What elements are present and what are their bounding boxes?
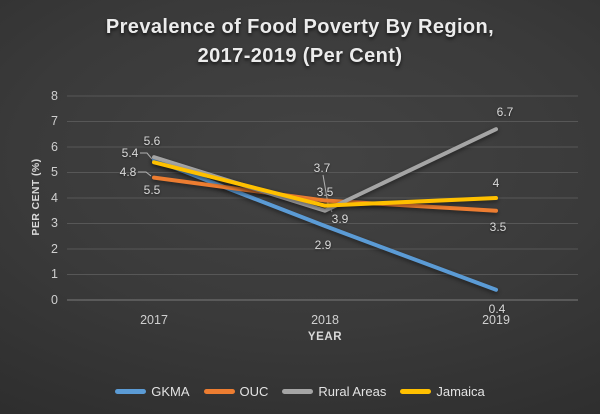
series-line-ouc — [152, 175, 498, 213]
y-tick-label-6: 6 — [51, 139, 58, 154]
legend-label-rural-areas: Rural Areas — [318, 384, 387, 399]
legend-label-jamaica: Jamaica — [436, 384, 485, 399]
legend-label-gkma: GKMA — [151, 384, 190, 399]
series-line-gkma — [152, 157, 498, 292]
legend-swatch-rural-areas — [282, 389, 314, 394]
x-tick-label-2018: 2018 — [311, 313, 339, 327]
data-label-jamaica-2019: 4 — [492, 176, 500, 190]
chart-title-line1: Prevalence of Food Poverty By Region, — [105, 16, 495, 38]
chart-title-line2: 2017-2019 (Per Cent) — [197, 45, 403, 67]
data-label-rural-areas-2019: 6.7 — [496, 105, 514, 120]
y-tick-label-2: 2 — [51, 241, 58, 256]
y-tick-label-1: 1 — [51, 267, 58, 281]
series-line-jamaica — [152, 160, 498, 208]
y-tick-label-5: 5 — [51, 165, 58, 179]
legend-item-rural-areas: Rural Areas — [282, 384, 386, 399]
x-tick-label-2019: 2019 — [482, 313, 510, 327]
data-label-jamaica-2017: 5.4 — [121, 146, 139, 161]
y-tick-label-0: 0 — [51, 292, 58, 307]
data-label-gkma-2018: 2.9 — [314, 238, 332, 253]
chart-title: Prevalence of Food Poverty By Region, 20… — [0, 13, 600, 71]
legend-swatch-ouc — [203, 389, 235, 394]
x-tick-label-2017: 2017 — [140, 313, 168, 327]
leader-line-jamaica — [140, 152, 153, 160]
data-label-ouc-2019: 3.5 — [489, 219, 507, 234]
y-tick-label-8: 8 — [51, 88, 58, 103]
data-label-jamaica-2018: 3.7 — [313, 160, 331, 175]
data-label-ouc-2017: 4.8 — [119, 164, 137, 179]
data-label-rural-areas-2017: 5.6 — [143, 134, 161, 149]
x-axis-title: YEAR — [307, 331, 343, 343]
y-tick-label-3: 3 — [51, 216, 58, 230]
y-tick-label-4: 4 — [51, 190, 58, 205]
legend-swatch-gkma — [115, 389, 147, 394]
legend-item-jamaica: Jamaica — [400, 384, 485, 399]
legend: GKMA OUC Rural Areas Jamaica — [0, 384, 600, 399]
data-label-gkma-2019: 0.4 — [488, 301, 506, 316]
y-tick-label-7: 7 — [51, 114, 58, 128]
legend-item-gkma: GKMA — [115, 384, 190, 399]
data-label-gkma-2017: 5.5 — [143, 182, 161, 197]
y-axis-title: PER CENT (%) — [30, 158, 42, 236]
data-label-ouc-2018: 3.9 — [331, 211, 349, 226]
data-label-rural-areas-2018: 3.5 — [316, 184, 334, 199]
legend-label-ouc: OUC — [239, 384, 269, 399]
legend-item-ouc: OUC — [203, 384, 269, 399]
legend-swatch-jamaica — [400, 389, 432, 394]
leader-line-ouc — [138, 171, 152, 177]
